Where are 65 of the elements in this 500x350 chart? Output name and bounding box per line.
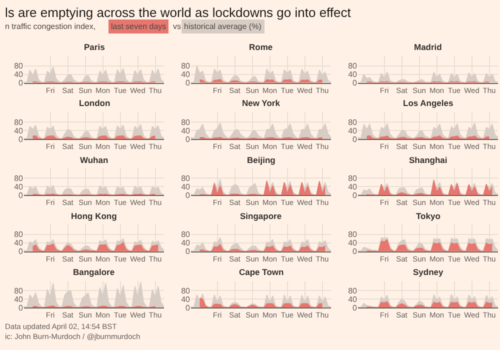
y-tick-label: 80 <box>181 230 191 240</box>
y-tick-label: 80 <box>348 286 358 296</box>
y-tick-label: 0 <box>18 247 24 256</box>
chart-title: Wuhan <box>80 155 108 165</box>
y-tick-label: 40 <box>181 182 191 192</box>
y-tick-label: 0 <box>186 134 191 144</box>
y-tick-label: 0 <box>352 247 358 256</box>
y-tick-label: 0 <box>352 78 358 88</box>
y-tick-label: 80 <box>14 118 24 127</box>
y-tick-label: 80 <box>14 174 24 183</box>
y-tick-label: 0 <box>18 78 24 88</box>
y-tick-label: 40 <box>14 126 24 136</box>
y-tick-label: 80 <box>348 230 358 240</box>
chart-title: Paris <box>84 42 106 52</box>
chart-title: Rome <box>249 42 273 52</box>
y-tick-label: 0 <box>186 78 191 88</box>
y-tick-label: 0 <box>18 303 24 312</box>
y-tick-label: 40 <box>348 126 358 136</box>
y-tick-label: 80 <box>181 118 191 127</box>
y-tick-label: 0 <box>186 247 191 256</box>
y-tick-label: 40 <box>181 70 191 80</box>
y-tick-label: 80 <box>14 230 24 240</box>
y-tick-label: 0 <box>18 190 24 200</box>
y-tick-label: 40 <box>181 238 191 248</box>
chart-title: Hong Kong <box>71 211 117 221</box>
y-tick-label: 40 <box>348 294 358 304</box>
chart-title: Beijing <box>247 155 276 165</box>
y-tick-label: 0 <box>352 190 358 200</box>
y-tick-label: 80 <box>348 118 358 127</box>
chart-title: London <box>79 98 110 108</box>
y-tick-label: 40 <box>348 70 358 80</box>
y-tick-label: 80 <box>14 286 24 296</box>
y-tick-label: 0 <box>18 134 24 144</box>
text: ls are emptying across the world as lockdowns go into effect <box>5 5 352 20</box>
y-tick-label: 80 <box>348 62 358 71</box>
chart-title: Cape Town <box>239 267 284 277</box>
y-tick-label: 0 <box>186 190 191 200</box>
y-tick-label: 80 <box>181 174 191 183</box>
chart-title: Madrid <box>414 42 442 52</box>
y-tick-label: 40 <box>348 182 358 192</box>
text: n traffic congestion index, <box>5 22 96 31</box>
y-tick-label: 40 <box>14 238 24 248</box>
chart-title: Sydney <box>413 267 444 277</box>
y-tick-label: 80 <box>348 174 358 183</box>
y-tick-label: 40 <box>14 70 24 80</box>
y-tick-label: 0 <box>186 303 191 312</box>
y-tick-label: 0 <box>352 303 358 312</box>
y-tick-label: 40 <box>348 238 358 248</box>
y-tick-label: 40 <box>181 126 191 136</box>
chart-title: Shanghai <box>409 155 448 165</box>
chart-title: Los Angeles <box>403 98 454 108</box>
text: vs <box>173 22 181 31</box>
y-tick-label: 80 <box>181 62 191 71</box>
chart-title: Bangalore <box>73 267 115 277</box>
chart-title: New York <box>242 98 280 108</box>
chart-title: Tokyo <box>416 211 440 221</box>
y-tick-label: 40 <box>14 294 24 304</box>
y-tick-label: 80 <box>181 286 191 296</box>
y-tick-label: 40 <box>14 182 24 192</box>
y-tick-label: 0 <box>352 134 358 144</box>
text: historical average (%) <box>184 22 262 31</box>
text: last seven days <box>111 22 166 31</box>
y-tick-label: 40 <box>181 294 191 304</box>
chart-title: Singapore <box>240 211 282 221</box>
y-tick-label: 80 <box>14 62 24 71</box>
